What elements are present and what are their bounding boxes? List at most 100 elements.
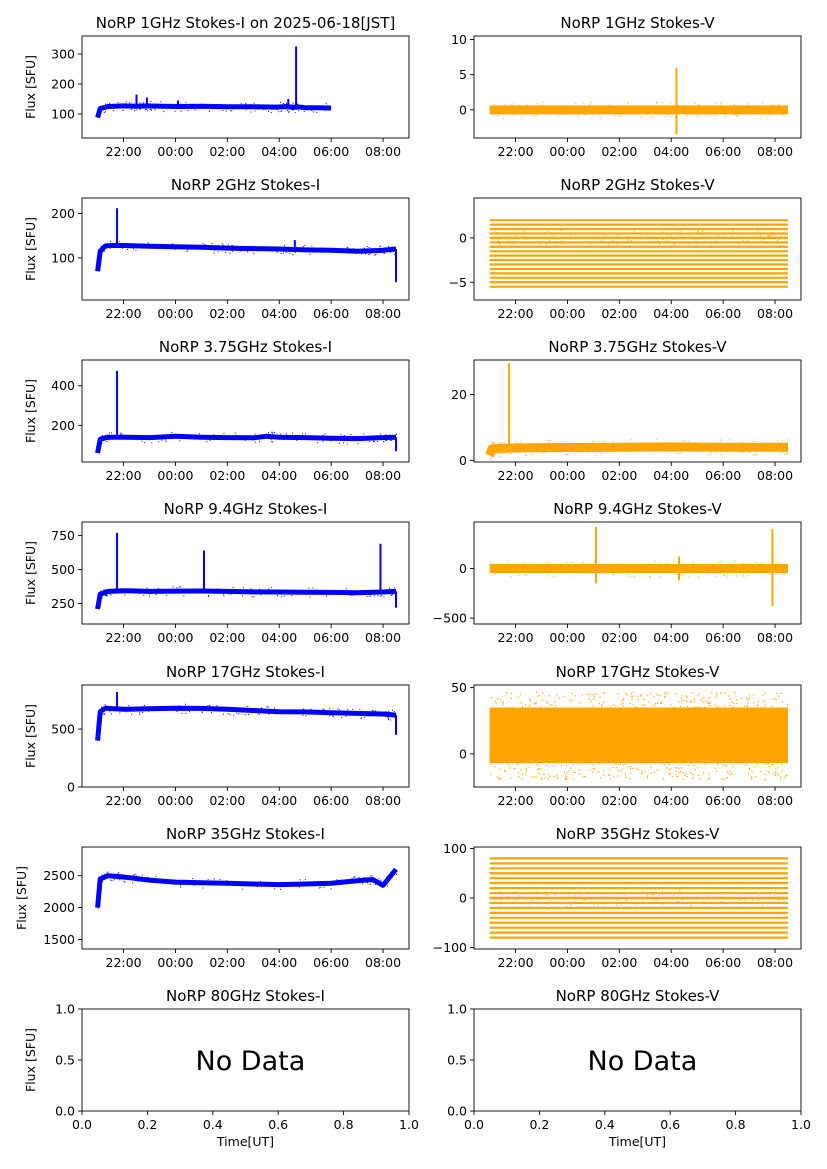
scatter-point [121,592,123,594]
scatter-point [524,571,526,573]
scatter-point [707,116,709,118]
scatter-point [768,772,770,774]
scatter-point [741,112,743,114]
scatter-point [98,733,100,735]
scatter-point [753,441,755,443]
scatter-point [755,454,757,456]
scatter-point [276,595,278,597]
scatter-point [207,705,209,707]
scatter-point [759,571,761,573]
scatter-point [764,692,767,694]
scatter-point [768,765,770,768]
scatter-point [714,704,716,706]
scatter-point [627,102,629,104]
axes-frame [473,521,802,625]
scatter-point [104,111,106,113]
scatter-point [709,705,711,707]
scatter-point [283,437,285,439]
scatter-point [535,114,537,116]
x-tick-label: 02:00 [209,144,245,159]
scatter-point [537,570,539,572]
scatter-point [698,116,700,118]
scatter-point [118,104,120,106]
scatter-point [764,106,766,108]
scatter-point [667,234,669,236]
scatter-point [682,772,684,774]
scatter-point [393,435,395,437]
scatter-point [781,573,783,575]
scatter-point [542,751,544,753]
scatter-point [297,103,299,105]
y-axis-label: Flux [SFU] [23,217,38,281]
scatter-point [752,569,754,571]
scatter-point [145,109,147,111]
scatter-point [666,239,668,241]
scatter-point [625,754,627,756]
scatter-point [779,444,781,446]
scatter-point [222,244,224,246]
axes-frame [81,35,410,139]
scatter-point [703,706,706,708]
scatter-point [641,109,643,111]
scatter-point [272,433,274,435]
scatter-point [301,433,303,435]
scatter-point [664,115,666,117]
scatter-point [653,564,655,566]
scatter-point [109,593,111,595]
scatter-point [393,253,395,255]
scatter-point [548,695,550,697]
scatter-point [110,879,112,881]
scatter-point [355,437,357,439]
scatter-point [611,892,613,894]
scatter-point [610,754,612,756]
x-tick-label: 04:00 [653,955,689,970]
scatter-point [104,594,106,596]
scatter-point [380,879,382,881]
scatter-point [746,761,748,763]
scatter-point [109,243,111,245]
scatter-point [595,454,597,456]
scatter-point [724,705,726,707]
x-tick-label: 1.0 [791,1117,811,1132]
scatter-point [662,444,664,446]
scatter-point [646,694,649,696]
scatter-point [668,768,670,770]
scatter-point [352,708,354,710]
scatter-point [734,107,736,109]
scatter-point [158,878,160,880]
scatter-point [272,441,274,443]
scatter-point [360,253,362,255]
scatter-point [694,706,696,708]
scatter-point [344,437,346,439]
scatter-point [498,748,500,750]
scatter-point [775,573,777,575]
scatter-point [157,881,159,883]
scatter-point [510,692,512,694]
scatter-point [280,101,282,103]
scatter-point [581,241,583,243]
scatter-point [708,777,710,779]
scatter-point [496,453,498,455]
x-tick-label: 08:00 [757,144,793,159]
scatter-point [363,876,365,878]
scatter-point [333,713,335,715]
y-tick-label: 750 [51,528,75,543]
scatter-point [666,767,668,769]
scatter-point [675,774,677,776]
scatter-point [529,904,531,906]
scatter-point [620,770,622,772]
scatter-point [302,590,304,592]
scatter-point [707,759,709,761]
scatter-point [534,750,536,752]
scatter-point [184,248,186,250]
scatter-point [97,904,99,906]
scatter-point [534,702,537,705]
scatter-point [343,435,345,437]
scatter-point [652,704,654,706]
scatter-point [490,756,492,758]
scatter-point [384,883,386,885]
scatter-point [632,691,634,693]
scatter-point [228,248,230,250]
scatter-point [247,706,249,708]
